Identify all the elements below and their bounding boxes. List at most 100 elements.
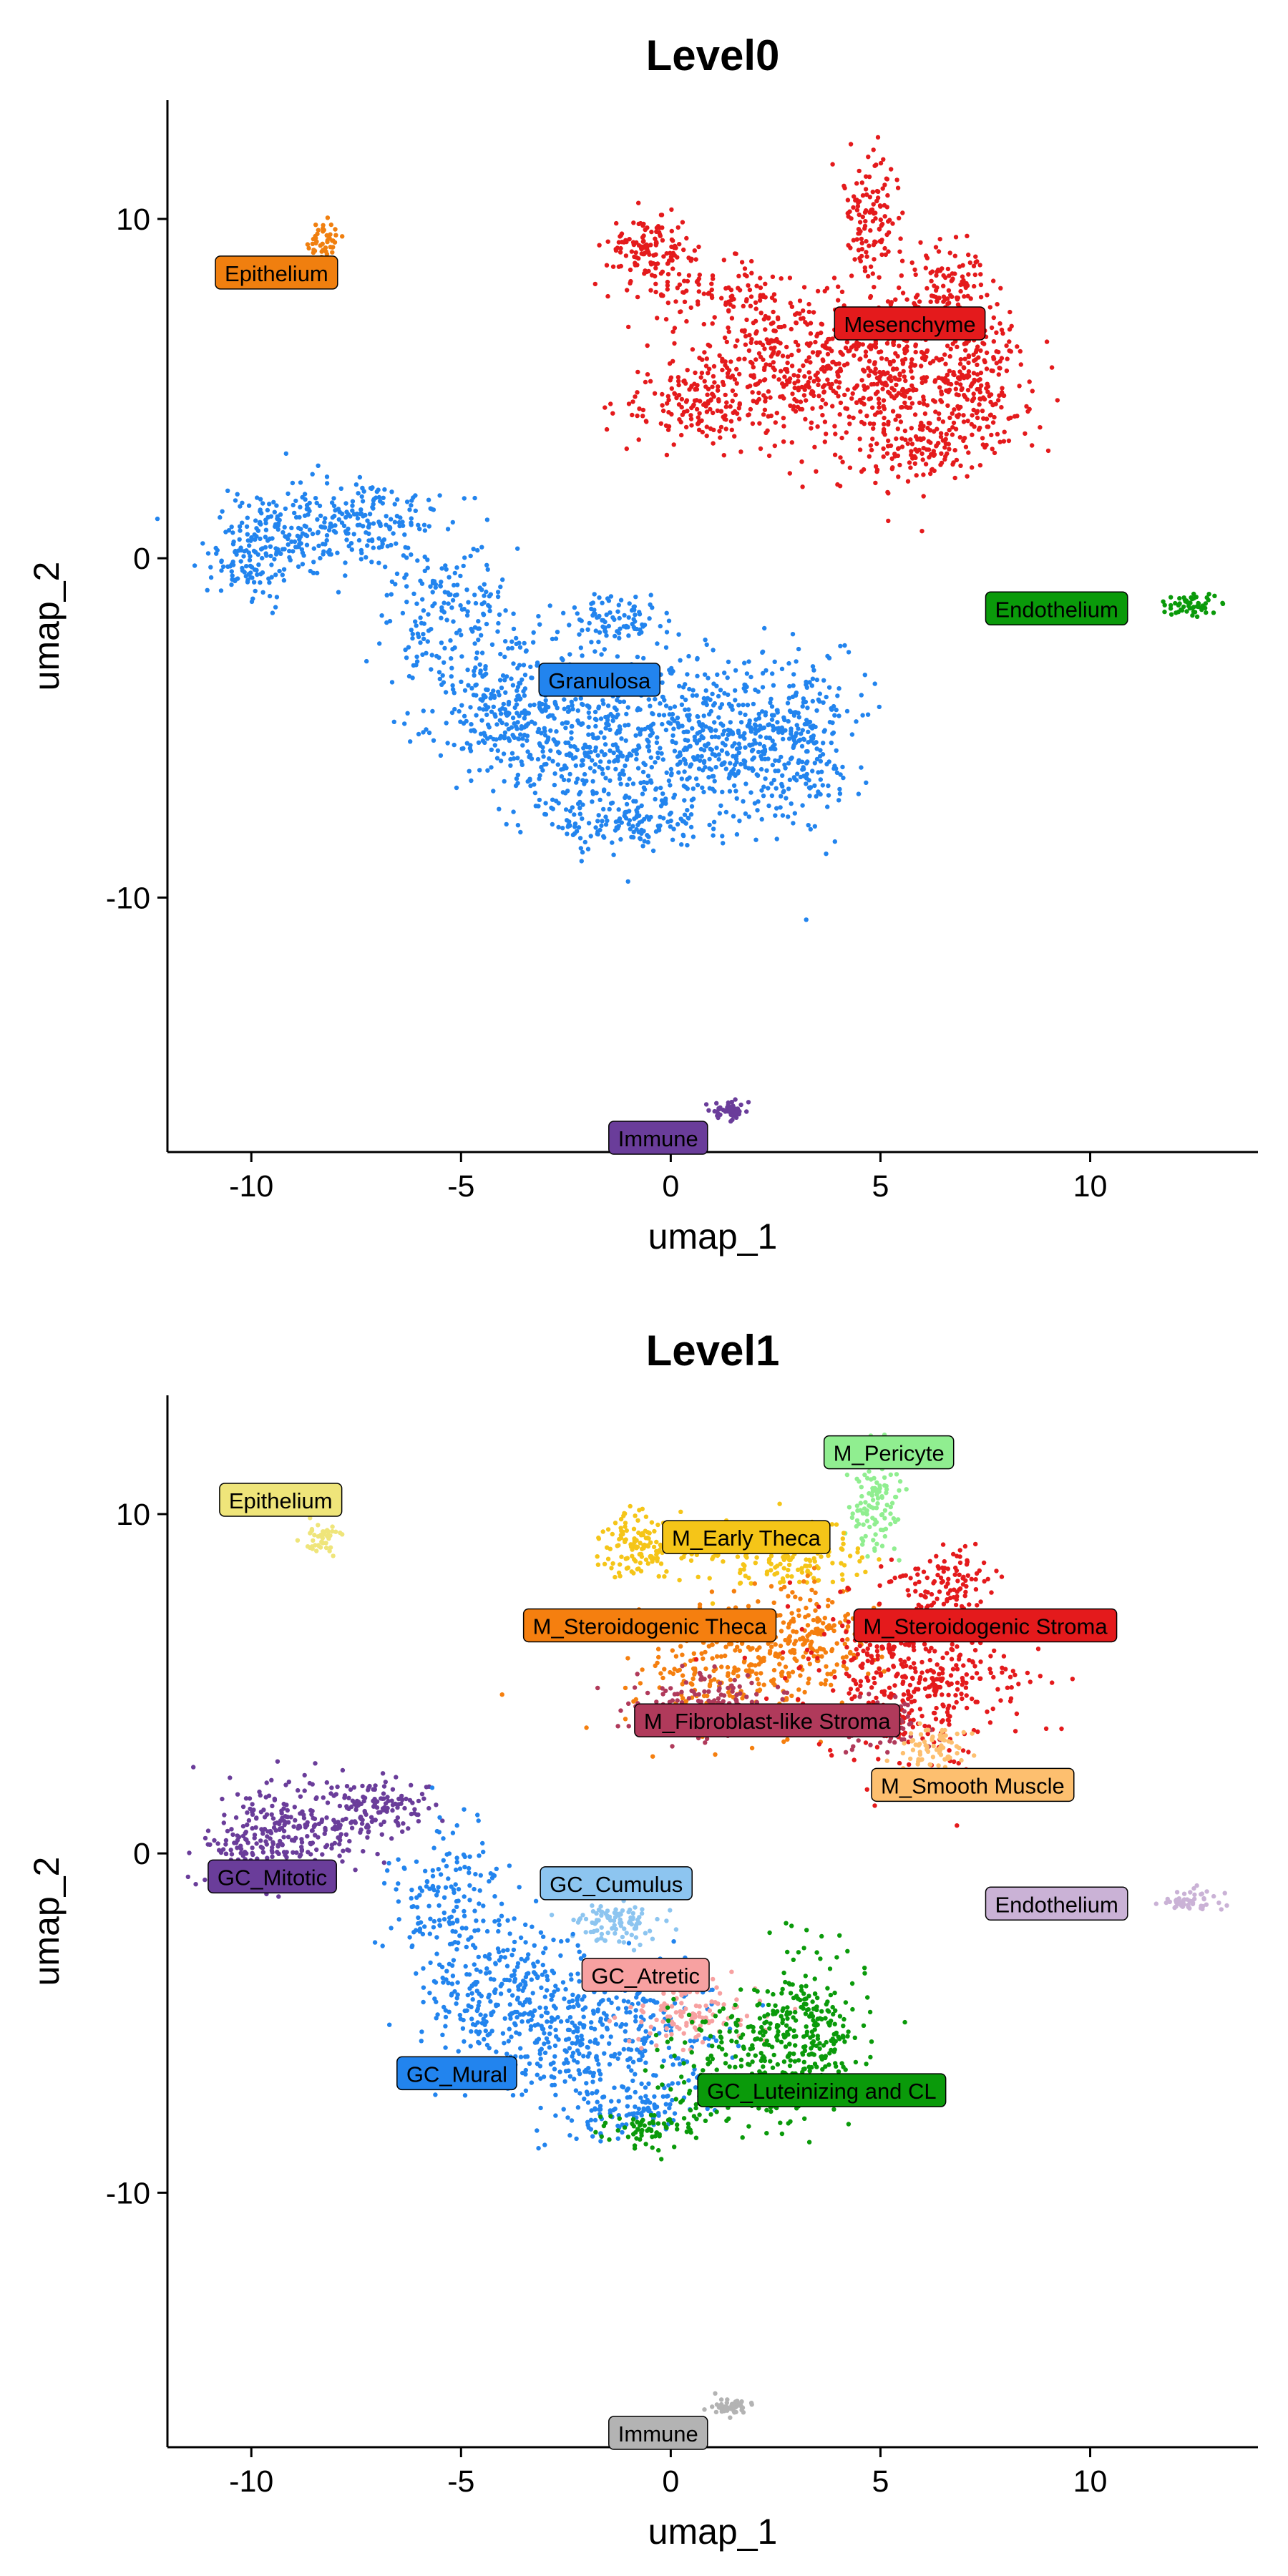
data-point [511, 611, 516, 616]
data-point [452, 582, 457, 588]
data-point [987, 305, 993, 310]
data-point [459, 703, 464, 708]
data-point [374, 489, 379, 494]
data-point [919, 425, 924, 430]
data-point [283, 451, 288, 457]
data-point [497, 612, 502, 618]
data-point [863, 353, 869, 358]
data-point [497, 678, 503, 683]
data-point [791, 373, 796, 378]
data-point [761, 293, 766, 298]
data-point [678, 1644, 683, 1649]
data-point [633, 263, 638, 268]
data-point [863, 187, 869, 192]
data-point [838, 400, 844, 406]
data-point [700, 722, 706, 727]
data-point [533, 804, 538, 809]
data-point [913, 349, 918, 355]
data-point [760, 685, 766, 690]
data-point [964, 1680, 969, 1686]
data-point [586, 724, 591, 730]
data-point [631, 1526, 637, 1531]
data-point [872, 257, 877, 262]
data-point [277, 517, 282, 523]
data-point [832, 763, 837, 769]
data-point [897, 1479, 903, 1484]
data-point [872, 1548, 877, 1553]
data-point [756, 711, 761, 717]
data-point [958, 463, 963, 468]
data-point [646, 1536, 651, 1541]
data-point [790, 632, 796, 637]
data-point [394, 514, 400, 519]
data-point [660, 680, 665, 686]
data-point [454, 565, 459, 570]
data-point [764, 1571, 770, 1576]
data-point [580, 816, 585, 821]
data-point [1000, 386, 1005, 391]
data-point [751, 375, 757, 380]
data-point [585, 847, 591, 852]
data-point [912, 387, 917, 392]
data-point [956, 375, 961, 380]
data-point [469, 722, 474, 727]
data-point [826, 381, 831, 386]
data-point [315, 570, 320, 576]
data-point [984, 416, 990, 421]
data-point [826, 1597, 831, 1603]
data-point [692, 734, 697, 740]
data-point [737, 401, 743, 406]
data-point [623, 1521, 628, 1526]
data-point [733, 698, 738, 703]
data-point [570, 723, 575, 729]
data-point [421, 608, 426, 613]
data-point [728, 294, 733, 299]
data-point [562, 697, 567, 702]
data-point [885, 370, 890, 376]
data-point [887, 391, 892, 396]
data-point [780, 773, 785, 779]
data-point [862, 369, 867, 374]
data-point [506, 699, 512, 705]
data-point [358, 511, 364, 516]
data-point [750, 757, 755, 762]
data-point [635, 413, 640, 419]
data-point [664, 610, 669, 615]
data-point [617, 776, 623, 781]
data-point [681, 247, 686, 253]
data-point [575, 611, 580, 616]
cluster-label-box [215, 255, 338, 290]
data-point [555, 630, 560, 635]
data-point [328, 1545, 333, 1550]
data-point [881, 1528, 886, 1533]
data-point [640, 769, 646, 775]
data-point [636, 1530, 641, 1536]
data-point [869, 1504, 874, 1510]
data-point [769, 1644, 774, 1649]
data-point [966, 354, 972, 359]
data-point [542, 811, 547, 817]
data-point [519, 724, 525, 729]
data-point [512, 735, 517, 741]
data-point [738, 734, 743, 739]
data-point [293, 514, 299, 520]
data-point [707, 1682, 713, 1687]
data-point [732, 741, 737, 746]
data-point [746, 413, 751, 418]
data-point [883, 380, 888, 386]
data-point [655, 1556, 660, 1561]
data-point [872, 361, 877, 366]
data-point [957, 361, 963, 366]
data-point [272, 557, 277, 562]
data-point [781, 736, 786, 742]
data-point [300, 531, 306, 536]
data-point [854, 1518, 860, 1523]
data-point [472, 728, 477, 734]
data-point [746, 814, 752, 819]
data-point [769, 781, 774, 786]
data-point [595, 829, 600, 834]
data-point [768, 700, 773, 706]
cluster-points [155, 451, 882, 922]
data-point [1181, 604, 1186, 610]
data-point [860, 193, 866, 198]
